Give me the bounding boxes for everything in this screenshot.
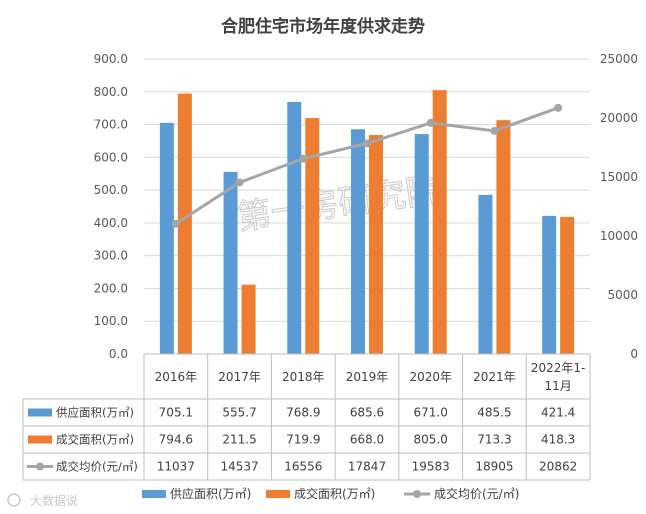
table-value: 11037	[157, 460, 195, 474]
table-value: 555.7	[222, 406, 256, 420]
price-point	[426, 118, 435, 127]
category-label: 2020年	[409, 370, 452, 384]
y-right-tick-label: 20000	[600, 111, 638, 125]
legend-label: 成交均价(元/㎡)	[434, 486, 519, 501]
bar-supply	[223, 171, 238, 354]
price-point	[235, 178, 244, 187]
bar-supply	[287, 101, 302, 354]
table-row-label: 成交均价(元/㎡)	[56, 460, 138, 474]
price-point	[554, 103, 563, 112]
legend-label: 供应面积(万㎡)	[170, 486, 251, 501]
bar-deal	[305, 118, 320, 354]
table-value: 421.4	[541, 406, 575, 420]
table-value: 685.6	[350, 406, 384, 420]
axes-layer: 0.0 100.0 200.0 300.0 400.0 500.0 600.0 700.0 80…	[94, 52, 638, 361]
table-row-label: 成交面积(万㎡)	[56, 433, 134, 447]
y-left-tick-label: 600.0	[94, 150, 128, 164]
table-value: 705.1	[159, 406, 193, 420]
bar-deal	[432, 90, 447, 354]
bar-deal	[241, 284, 256, 354]
table-value: 485.5	[477, 406, 511, 420]
y-left-tick-label: 900.0	[94, 52, 128, 66]
table-value: 671.0	[414, 406, 448, 420]
table-value: 418.3	[541, 433, 575, 447]
table-value: 805.0	[414, 433, 448, 447]
legend-label: 成交面积(万㎡)	[294, 486, 375, 501]
table-value: 768.9	[286, 406, 320, 420]
y-left-tick-label: 300.0	[94, 249, 128, 263]
y-right-tick-label: 0	[630, 347, 638, 361]
bar-supply	[351, 129, 365, 354]
legend-swatch	[142, 490, 166, 498]
table-legend-swatch	[36, 462, 44, 471]
price-point	[490, 126, 499, 135]
table-value: 794.6	[159, 433, 193, 447]
y-left-tick-label: 700.0	[94, 118, 128, 132]
legend-swatch	[413, 490, 421, 498]
table-value: 20862	[539, 460, 577, 474]
chart-legend: 供应面积(万㎡) 成交面积(万㎡) 成交均价(元/㎡)	[142, 486, 519, 501]
gridlines	[144, 58, 590, 355]
bar-deal	[177, 93, 192, 354]
bar-deal	[560, 216, 575, 354]
table-value: 16556	[284, 460, 322, 474]
category-label: 2016年	[155, 370, 198, 384]
category-label: 2017年	[218, 370, 261, 384]
table-value: 719.9	[286, 433, 320, 447]
table-value: 18905	[475, 460, 513, 474]
watermark: 第一房研究院	[234, 170, 443, 239]
category-label: 2022年1-	[531, 361, 586, 375]
price-point	[299, 154, 308, 163]
bar-deal	[496, 120, 511, 355]
price-point	[171, 219, 180, 228]
table-value: 211.5	[222, 433, 256, 447]
y-right-tick-label: 15000	[600, 170, 638, 184]
table-value: 19583	[412, 460, 450, 474]
legend-swatch	[266, 490, 290, 498]
category-label: 2018年	[282, 370, 325, 384]
y-left-tick-label: 200.0	[94, 281, 128, 295]
table-legend-swatch	[28, 435, 52, 444]
price-point	[363, 139, 371, 148]
bars-layer	[159, 90, 575, 355]
category-label: 2019年	[346, 370, 389, 384]
bar-supply	[478, 194, 493, 354]
category-label: 11月	[545, 379, 572, 393]
source-logo-icon	[7, 493, 21, 507]
y-right-tick-label: 5000	[607, 288, 638, 302]
table-value: 668.0	[350, 433, 384, 447]
y-left-tick-label: 100.0	[94, 314, 128, 328]
price-line-layer	[171, 103, 563, 228]
y-left-tick-label: 800.0	[94, 85, 128, 99]
bar-supply	[542, 215, 557, 354]
data-table: 2016年 2017年 2018年 2019年 2020年 2021年 2022年1- 11月…	[22, 353, 591, 481]
table-value: 713.3	[477, 433, 511, 447]
y-right-tick-label: 10000	[600, 229, 638, 243]
table-row-label: 供应面积(万㎡)	[56, 406, 134, 420]
bar-supply	[414, 134, 429, 354]
table-value: 17847	[348, 460, 386, 474]
category-label: 2021年	[473, 370, 516, 384]
table-value: 14537	[220, 460, 258, 474]
bar-supply	[159, 122, 174, 355]
y-left-tick-label: 500.0	[94, 183, 128, 197]
source-mark: 大数据说	[7, 493, 78, 508]
y-left-tick-label: 400.0	[94, 216, 128, 230]
source-mark-text: 大数据说	[30, 493, 78, 508]
watermark-text: 第一房研究院	[235, 170, 443, 238]
y-right-tick-label: 25000	[600, 52, 638, 66]
chart-title: 合肥住宅市场年度供求走势	[221, 16, 425, 37]
bar-deal	[369, 135, 383, 354]
y-left-tick-label: 0.0	[109, 347, 128, 361]
table-legend-swatch	[28, 408, 52, 417]
